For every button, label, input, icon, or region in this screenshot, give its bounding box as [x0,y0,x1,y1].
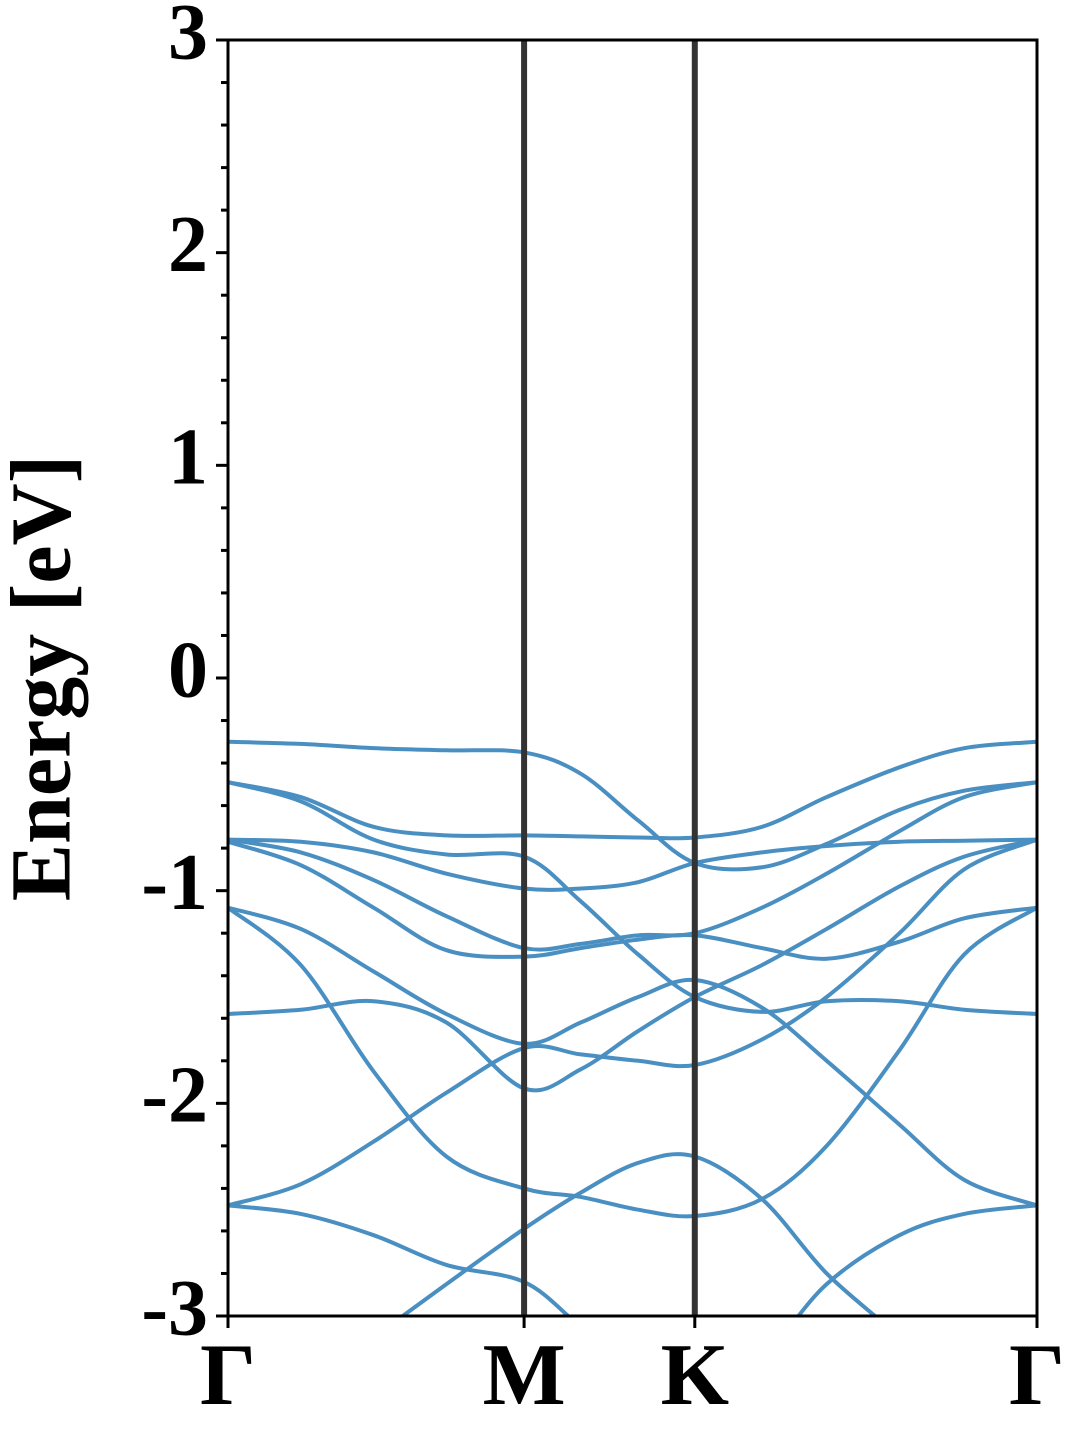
band-line [228,837,1037,892]
x-tick-label: K [661,1327,729,1424]
plot-frame [226,38,1039,1318]
y-tick-label: -1 [141,839,208,927]
band-line [228,905,1037,1208]
band-line [228,839,1037,961]
y-tick-label: -2 [141,1052,208,1140]
band-line [228,837,1037,1093]
y-tick-label: 3 [168,0,208,76]
x-tick-label: Γ [1009,1327,1065,1424]
y-tick-label: 1 [168,414,208,502]
band-line [399,1152,879,1316]
band-line [228,739,1037,872]
x-tick-label: Γ [200,1327,256,1424]
y-tick-label: -3 [141,1264,208,1352]
band-line [228,780,1037,1017]
band-line [228,905,1037,1219]
band-line [228,739,1037,841]
y-axis-label: Energy [eV] [0,455,89,902]
bands [228,739,1037,1316]
y-tick-label: 2 [168,201,208,289]
band-line [228,1203,1037,1316]
band-line [228,780,1037,952]
band-line [228,837,1037,1208]
y-tick-label: 0 [168,626,208,714]
x-tick-label: M [483,1327,566,1424]
